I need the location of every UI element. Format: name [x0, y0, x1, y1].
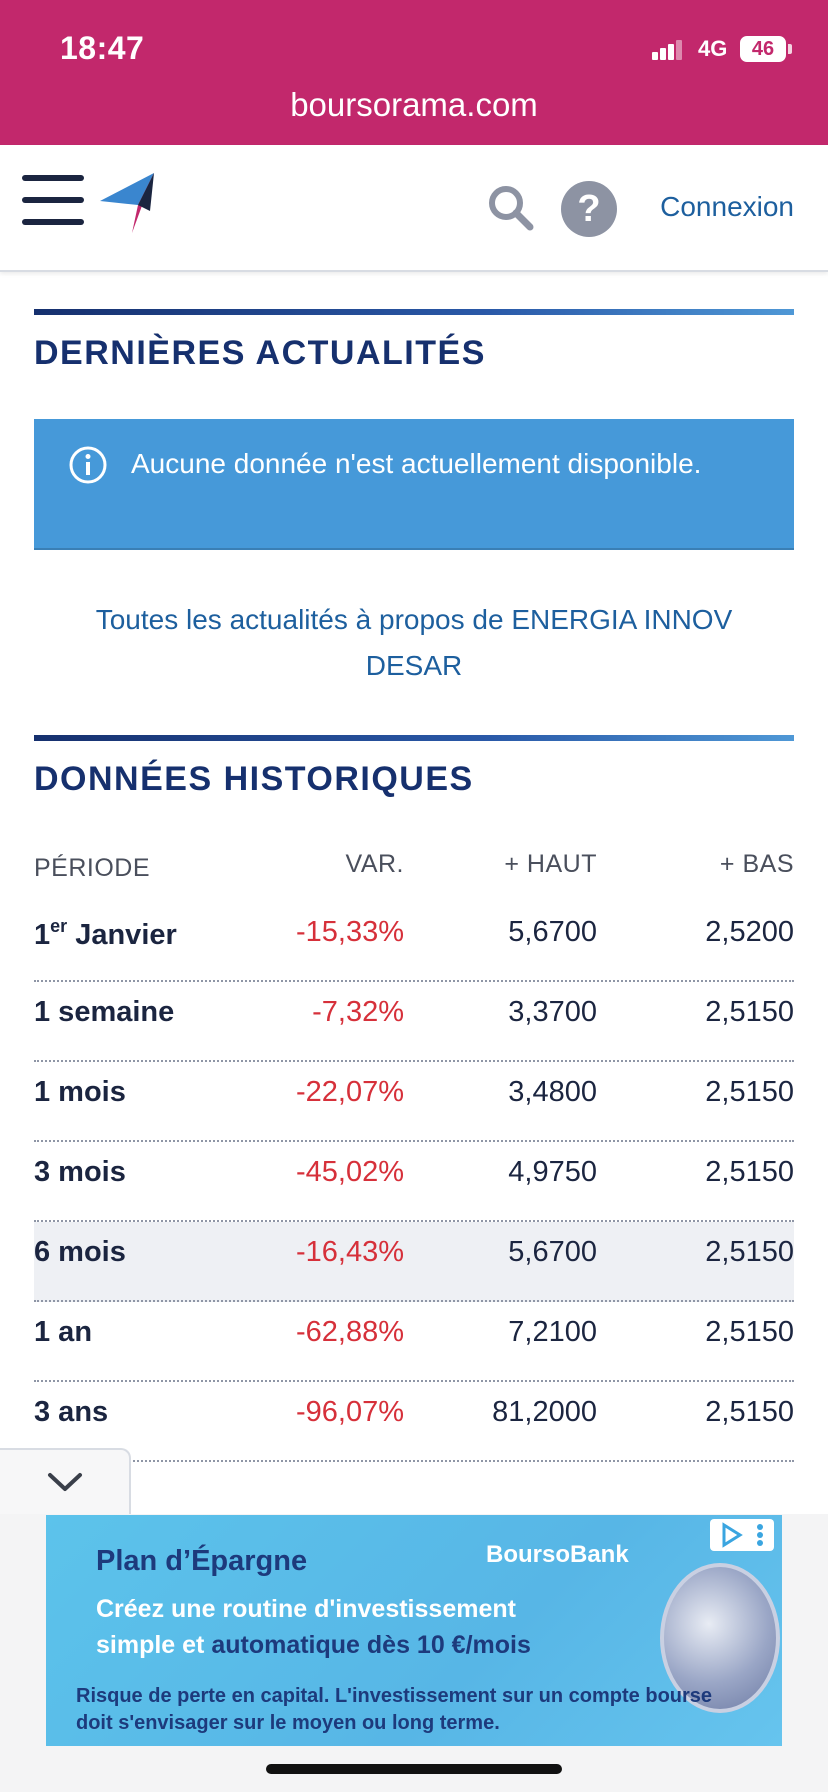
history-section-rule [34, 735, 794, 741]
row-high: 4,9750 [508, 1156, 597, 1188]
all-news-link[interactable]: Toutes les actualités à propos de ENERGI… [95, 604, 733, 681]
news-section-title: DERNIÈRES ACTUALITÉS [34, 334, 486, 372]
row-var: -16,43% [295, 1236, 404, 1268]
ad-line-2: simple et automatique dès 10 €/mois [96, 1631, 531, 1659]
row-low: 2,5150 [705, 1156, 794, 1188]
browser-top-bar: 18:47 4G 46 boursorama.com [0, 0, 828, 145]
login-link[interactable]: Connexion [660, 191, 794, 222]
ad-risk-disclaimer: Risque de perte en capital. L'investisse… [76, 1685, 713, 1734]
row-var: -15,33% [295, 916, 404, 948]
column-header-var: VAR. [345, 850, 404, 878]
history-section-title: DONNÉES HISTORIQUES [34, 760, 474, 798]
boursorama-logo-icon[interactable] [100, 171, 160, 233]
row-high: 5,6700 [508, 1236, 597, 1268]
row-low: 2,5150 [705, 1316, 794, 1348]
table-row[interactable]: 3 ans -96,07% 81,2000 2,5150 [34, 1382, 794, 1462]
ad-brand: BoursoBank [486, 1541, 629, 1568]
battery-icon: 46 [740, 36, 786, 62]
row-high: 3,3700 [508, 996, 597, 1028]
network-label: 4G [698, 36, 728, 61]
row-period: 1er Janvier [34, 916, 177, 951]
row-low: 2,5150 [705, 996, 794, 1028]
row-high: 5,6700 [508, 916, 597, 948]
row-low: 2,5150 [705, 1076, 794, 1108]
row-period: 1 semaine [34, 996, 175, 1028]
row-period: 1 mois [34, 1076, 126, 1108]
signal-icon [652, 38, 684, 60]
hamburger-menu-icon[interactable] [22, 175, 84, 227]
help-icon[interactable]: ? [561, 181, 617, 237]
row-high: 7,2100 [508, 1316, 597, 1348]
status-time: 18:47 [60, 30, 145, 66]
row-period: 6 mois [34, 1236, 126, 1268]
ad-title: Plan d’Épargne [96, 1545, 308, 1577]
ad-line-1: Créez une routine d'investissement [96, 1595, 516, 1623]
table-row[interactable]: 3 mois -45,02% 4,9750 2,5150 [34, 1142, 794, 1222]
row-low: 2,5200 [705, 916, 794, 948]
column-header-period: PÉRIODE [34, 854, 151, 882]
historical-data-table: PÉRIODE VAR. + HAUT + BAS 1er Janvier -1… [34, 832, 794, 1462]
row-low: 2,5150 [705, 1396, 794, 1428]
row-period: 3 mois [34, 1156, 126, 1188]
row-var: -62,88% [295, 1316, 404, 1348]
battery-tip [788, 44, 792, 54]
table-row[interactable]: 1 semaine -7,32% 3,3700 2,5150 [34, 982, 794, 1062]
row-low: 2,5150 [705, 1236, 794, 1268]
ad-banner[interactable]: Plan d’Épargne BoursoBank Créez une rout… [46, 1515, 782, 1746]
collapse-ad-button[interactable] [0, 1448, 131, 1514]
table-row[interactable]: 6 mois -16,43% 5,6700 2,5150 [34, 1222, 794, 1302]
row-period: 1 an [34, 1316, 93, 1348]
no-data-alert: Aucune donnée n'est actuellement disponi… [34, 419, 794, 550]
news-section-rule [34, 309, 794, 315]
table-header: PÉRIODE VAR. + HAUT + BAS [34, 832, 794, 902]
row-var: -96,07% [295, 1396, 404, 1428]
table-row[interactable]: 1 mois -22,07% 3,4800 2,5150 [34, 1062, 794, 1142]
url-bar[interactable]: boursorama.com [290, 86, 538, 123]
row-var: -7,32% [312, 996, 404, 1028]
column-header-low: + BAS [719, 850, 794, 878]
site-header: ? Connexion [0, 145, 828, 272]
row-var: -45,02% [295, 1156, 404, 1188]
row-high: 3,4800 [508, 1076, 597, 1108]
info-icon [69, 446, 107, 484]
search-icon[interactable] [486, 183, 534, 231]
column-header-high: + HAUT [504, 850, 597, 878]
table-row[interactable]: 1 an -62,88% 7,2100 2,5150 [34, 1302, 794, 1382]
chevron-down-icon [48, 1473, 82, 1491]
row-var: -22,07% [295, 1076, 404, 1108]
table-row[interactable]: 1er Janvier -15,33% 5,6700 2,5200 [34, 902, 794, 982]
home-indicator[interactable] [266, 1764, 562, 1774]
row-period: 3 ans [34, 1396, 109, 1428]
row-high: 81,2000 [492, 1396, 597, 1428]
coin-image [660, 1563, 780, 1713]
ad-choices-icon[interactable] [710, 1519, 774, 1551]
alert-message: Aucune donnée n'est actuellement disponi… [131, 448, 702, 479]
